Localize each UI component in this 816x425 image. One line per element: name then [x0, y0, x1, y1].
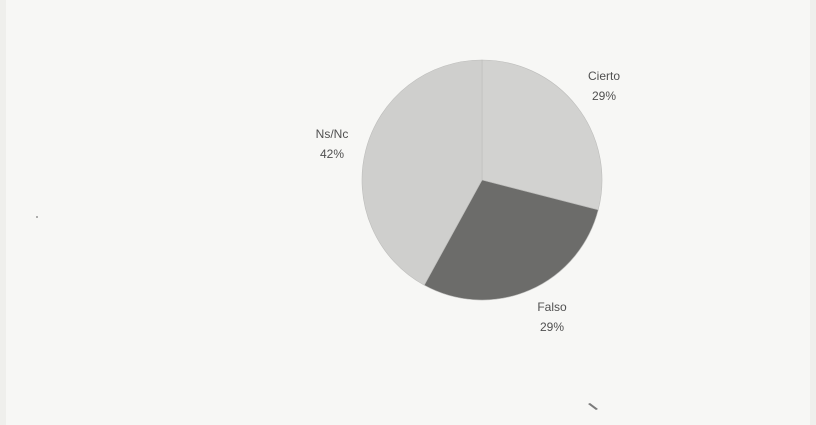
scan-speck — [588, 403, 598, 410]
slice-label-falso-value: 29% — [540, 320, 564, 334]
pie-slices — [361, 59, 603, 301]
pie-slice-cierto — [481, 59, 603, 211]
slice-label-cierto-name: Cierto — [588, 69, 620, 83]
slice-label-cierto-value: 29% — [592, 89, 616, 103]
slice-label-nsnc-name: Ns/Nc — [316, 127, 349, 141]
slice-label-nsnc: Ns/Nc 42% — [316, 127, 349, 161]
slice-label-nsnc-value: 42% — [320, 147, 344, 161]
slice-label-cierto: Cierto 29% — [588, 69, 620, 103]
scan-speck — [36, 216, 38, 218]
slice-label-falso: Falso 29% — [537, 300, 567, 334]
slice-label-falso-name: Falso — [537, 300, 567, 314]
pie-slice-falso — [423, 179, 599, 301]
pie-slice-nsnc — [361, 59, 483, 286]
